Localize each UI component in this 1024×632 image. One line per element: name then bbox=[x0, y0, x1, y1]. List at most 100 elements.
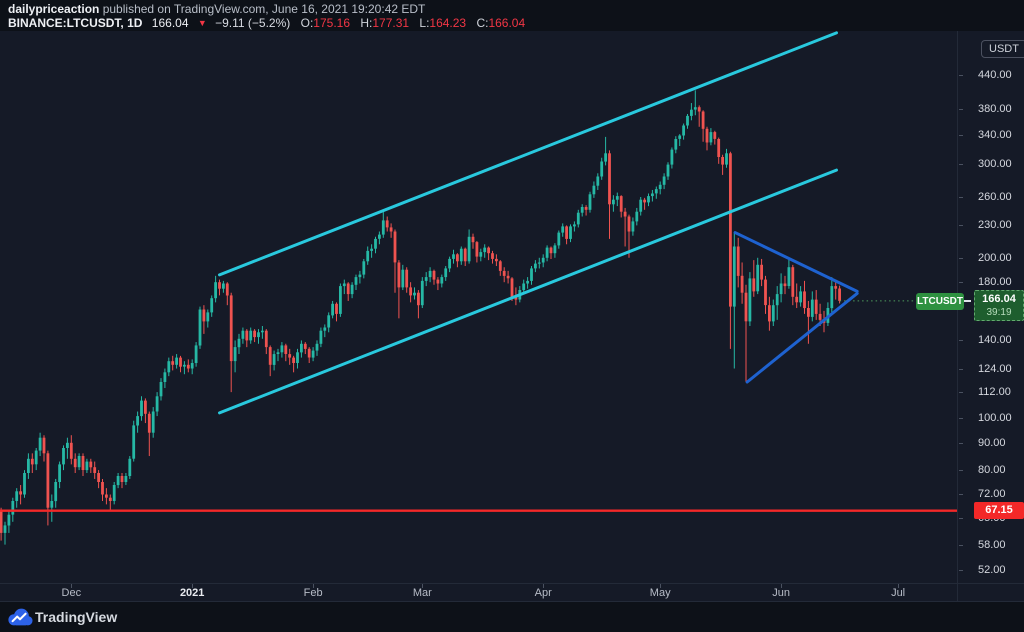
candle-body bbox=[799, 291, 802, 303]
candle-body bbox=[615, 196, 619, 200]
candle-body bbox=[674, 139, 678, 150]
candle-body bbox=[471, 236, 475, 243]
candle-body bbox=[428, 270, 432, 278]
footer: TradingView bbox=[0, 601, 1024, 632]
candle-body bbox=[393, 231, 397, 263]
tradingview-logo-icon[interactable] bbox=[7, 607, 33, 627]
candle-body bbox=[292, 357, 295, 363]
candle-body bbox=[222, 283, 225, 289]
candle-body bbox=[175, 357, 178, 365]
candle-body bbox=[553, 245, 557, 254]
candle-body bbox=[522, 283, 526, 291]
candle-body bbox=[760, 264, 763, 280]
candle-body bbox=[218, 282, 221, 289]
candle-body bbox=[81, 456, 85, 470]
candle-body bbox=[69, 442, 73, 459]
price-tick-label: 180.00 bbox=[978, 276, 1012, 289]
candle-body bbox=[752, 278, 756, 292]
price-tick-label: 58.00 bbox=[978, 538, 1006, 551]
candle-body bbox=[596, 176, 600, 186]
candle-body bbox=[268, 347, 272, 365]
candle-body bbox=[245, 330, 249, 341]
candle-body bbox=[342, 283, 346, 287]
low-label: L: bbox=[419, 16, 430, 30]
candle-body bbox=[374, 238, 377, 249]
candle-body bbox=[818, 313, 822, 320]
candle-body bbox=[686, 115, 689, 126]
price-tick-label: 112.00 bbox=[978, 386, 1011, 399]
open-label: O: bbox=[300, 16, 314, 30]
candle-body bbox=[354, 277, 358, 285]
candle-body bbox=[120, 476, 124, 482]
currency-unit-button[interactable]: USDT bbox=[981, 40, 1024, 58]
candle-body bbox=[229, 295, 233, 362]
candle-body bbox=[151, 411, 155, 433]
drawings-layer bbox=[0, 31, 957, 512]
candle-body bbox=[830, 286, 834, 309]
time-axis-label: Jun bbox=[772, 587, 790, 599]
candle-body bbox=[362, 261, 366, 275]
candle-body bbox=[296, 352, 299, 363]
candle-body bbox=[284, 345, 288, 354]
candle-body bbox=[541, 257, 545, 263]
candle-body bbox=[147, 413, 151, 433]
candle-body bbox=[327, 315, 331, 328]
candle-body bbox=[171, 361, 175, 365]
candle-body bbox=[456, 254, 459, 262]
price-tick-label: 80.00 bbox=[978, 464, 1006, 477]
candle-body bbox=[732, 246, 736, 307]
candle-body bbox=[619, 196, 623, 212]
time-axis[interactable]: Dec 2021 Feb Mar Apr May Jun Jul bbox=[0, 583, 1024, 602]
price-tick-label: 300.00 bbox=[978, 157, 1012, 170]
candle-body bbox=[214, 282, 217, 299]
candle-body bbox=[300, 343, 303, 353]
time-tick-mark bbox=[898, 584, 900, 588]
candle-body bbox=[565, 226, 568, 239]
candle-body bbox=[448, 258, 451, 269]
candle-body bbox=[764, 279, 767, 306]
price-axis[interactable]: USDT 440.00 380.00 340.00 300.00 260.00 230.0… bbox=[957, 31, 1024, 601]
price-tick-label: 230.00 bbox=[978, 219, 1012, 232]
triangle-lower-line[interactable] bbox=[745, 291, 859, 384]
candle-body bbox=[530, 268, 533, 281]
time-tick-mark bbox=[543, 584, 545, 588]
low-value: 164.23 bbox=[429, 16, 467, 30]
candle-body bbox=[510, 278, 514, 297]
channel-lower-line[interactable] bbox=[218, 168, 838, 415]
candle-body bbox=[89, 461, 93, 468]
price-tick-mark bbox=[959, 368, 963, 370]
candle-body bbox=[233, 347, 237, 362]
tradingview-brand-name[interactable]: TradingView bbox=[35, 609, 118, 625]
high-label: H: bbox=[360, 16, 373, 30]
channel-upper-line[interactable] bbox=[218, 31, 838, 277]
author-name[interactable]: dailypriceaction bbox=[8, 2, 100, 16]
time-tick-mark bbox=[660, 584, 662, 588]
candle-body bbox=[27, 458, 30, 473]
candle-body bbox=[30, 458, 34, 465]
candle-body bbox=[654, 189, 658, 194]
candle-body bbox=[23, 473, 26, 495]
candle-body bbox=[3, 525, 7, 533]
price-tick-mark bbox=[959, 163, 963, 165]
candle-body bbox=[105, 494, 108, 498]
candle-body bbox=[108, 497, 112, 501]
candle-body bbox=[38, 437, 42, 451]
candle-body bbox=[253, 330, 256, 338]
candle-body bbox=[475, 242, 479, 257]
candle-body bbox=[791, 267, 795, 297]
candle-body bbox=[272, 354, 276, 365]
candle-body bbox=[397, 262, 401, 288]
candle-body bbox=[467, 236, 471, 262]
candle-body bbox=[420, 280, 424, 306]
candle-body bbox=[576, 212, 580, 225]
triangle-upper-line[interactable] bbox=[733, 231, 859, 293]
price-tick-mark bbox=[959, 544, 963, 546]
candle-body bbox=[717, 139, 721, 157]
candle-body bbox=[97, 473, 100, 482]
candle-body bbox=[237, 338, 241, 348]
price-tick-mark bbox=[959, 282, 963, 284]
candle-body bbox=[561, 226, 565, 233]
candle-body bbox=[643, 199, 646, 203]
price-tick-label: 100.00 bbox=[978, 412, 1012, 425]
